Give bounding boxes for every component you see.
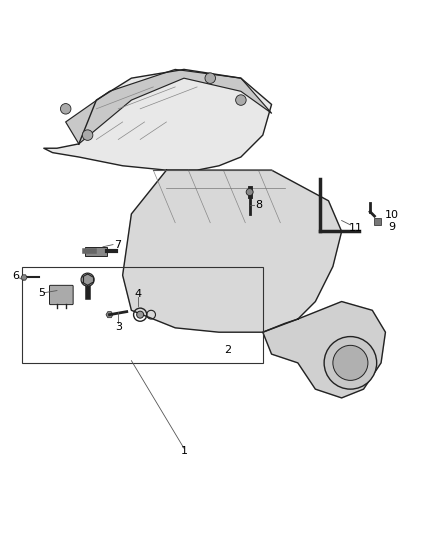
Text: 9: 9 [389, 222, 396, 232]
Text: 6: 6 [12, 271, 19, 281]
Text: 8: 8 [256, 200, 263, 210]
Text: 2: 2 [224, 345, 231, 355]
Polygon shape [44, 69, 272, 170]
Circle shape [236, 95, 246, 106]
Text: 3: 3 [115, 321, 122, 332]
FancyBboxPatch shape [49, 285, 73, 304]
Text: 7: 7 [114, 240, 121, 249]
Circle shape [333, 345, 368, 381]
Text: 1: 1 [180, 446, 187, 456]
Circle shape [324, 336, 377, 389]
Circle shape [137, 311, 144, 318]
Circle shape [246, 189, 253, 196]
Circle shape [60, 103, 71, 114]
Polygon shape [123, 170, 342, 332]
Polygon shape [21, 275, 27, 280]
Text: 5: 5 [38, 288, 45, 298]
Polygon shape [66, 69, 272, 144]
Circle shape [82, 130, 93, 140]
Polygon shape [106, 312, 113, 318]
Circle shape [205, 73, 215, 84]
Polygon shape [374, 219, 381, 225]
Bar [22, 266, 263, 363]
Bar [85, 247, 107, 255]
Circle shape [81, 273, 94, 286]
Text: 10: 10 [385, 210, 399, 220]
Text: 4: 4 [134, 289, 141, 298]
Text: 11: 11 [349, 223, 363, 233]
Polygon shape [263, 302, 385, 398]
